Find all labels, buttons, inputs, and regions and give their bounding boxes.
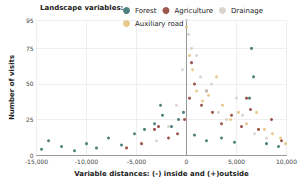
svg-text:10,000: 10,000 [276, 158, 297, 165]
svg-text:Variable distances: (-) inside: Variable distances: (-) inside and (+)ou… [74, 170, 249, 178]
svg-text:Drainage: Drainage [231, 7, 263, 15]
svg-text:0: 0 [185, 158, 189, 165]
svg-text:25: 25 [26, 116, 34, 123]
svg-text:Agriculture: Agriculture [174, 7, 213, 15]
svg-text:75: 75 [26, 45, 34, 52]
svg-text:50: 50 [26, 80, 34, 87]
svg-text:5,000: 5,000 [228, 158, 245, 165]
svg-text:Landscape variables:: Landscape variables: [40, 4, 124, 12]
svg-text:-5,000: -5,000 [127, 158, 147, 165]
svg-text:-10,000: -10,000 [75, 158, 98, 165]
svg-text:95: 95 [26, 17, 34, 24]
svg-text:-15,000: -15,000 [25, 158, 48, 165]
svg-text:0: 0 [29, 151, 34, 159]
svg-text:Auxiliary road: Auxiliary road [135, 20, 183, 28]
svg-text:Number of visits: Number of visits [8, 55, 16, 120]
svg-text:Forest: Forest [135, 7, 157, 15]
